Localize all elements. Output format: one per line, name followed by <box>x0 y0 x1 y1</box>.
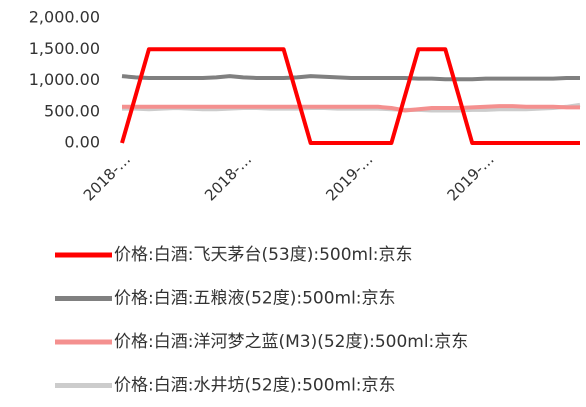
legend-label: 价格:白酒:水井坊(52度):500ml:京东 <box>114 376 396 396</box>
y-tick-label: 500.00 <box>44 101 100 120</box>
legend-label: 价格:白酒:五粮液(52度):500ml:京东 <box>114 289 396 309</box>
line-series <box>120 47 580 145</box>
y-tick-label: 2,000.00 <box>29 8 100 27</box>
line-series <box>122 104 580 113</box>
y-tick-label: 1,500.00 <box>29 39 100 58</box>
line-series <box>121 74 580 82</box>
x-tick-label: 2019-… <box>322 150 376 204</box>
y-tick-label: 0.00 <box>64 133 100 152</box>
x-tick-label: 2018-… <box>201 150 255 204</box>
x-tick-label: 2019-… <box>444 150 498 204</box>
legend-label: 价格:白酒:飞天茅台(53度):500ml:京东 <box>114 245 413 265</box>
legend-label: 价格:白酒:洋河梦之蓝(M3)(52度):500ml:京东 <box>114 332 468 352</box>
x-tick-label: 2018-… <box>80 150 134 204</box>
y-tick-label: 1,000.00 <box>29 70 100 89</box>
